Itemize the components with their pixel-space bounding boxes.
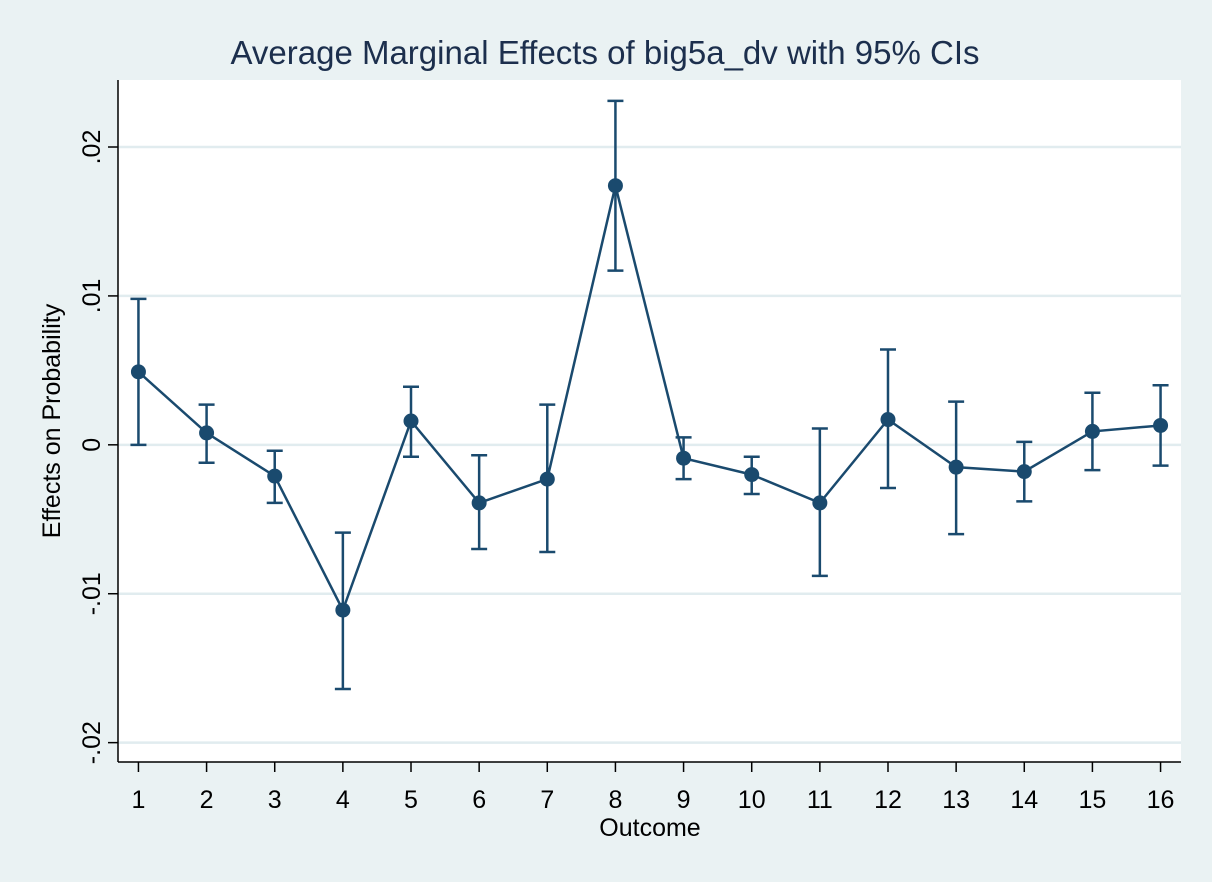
chart-title: Average Marginal Effects of big5a_dv wit… [230,34,979,71]
data-point [471,495,487,511]
x-tick-label: 9 [677,786,691,814]
x-tick-label: 13 [942,786,970,814]
x-tick-label: 16 [1147,786,1175,814]
x-axis-label: Outcome [599,814,700,842]
x-tick-label: 11 [807,786,833,814]
data-point [199,425,215,441]
data-point [1016,464,1032,480]
data-point [1153,417,1169,433]
data-point [267,468,283,484]
data-point [539,471,555,487]
y-tick-label: -.02 [78,721,106,764]
plot-area [118,80,1181,762]
x-tick-label: 3 [268,786,282,814]
y-tick-label: 0 [78,438,106,452]
data-point [676,450,692,466]
axes-layer: -.02-.010.01.021 2 3 4 5 6 7 8 9 10 11 12 13 14 15 16 [78,80,1181,814]
data-point [403,413,419,429]
data-point [1084,423,1100,439]
x-tick-label: 8 [608,786,622,814]
x-tick-label: 14 [1010,786,1038,814]
y-axis-label: Effects on Probability [38,303,66,538]
x-tick-label: 15 [1079,786,1107,814]
x-tick-label: 6 [472,786,486,814]
x-tick-label: 4 [336,786,350,814]
x-tick-label: 7 [540,786,554,814]
x-tick-label: 2 [200,786,214,814]
y-tick-label: -.01 [78,572,106,615]
y-tick-label: .01 [78,279,106,314]
data-point [335,602,351,618]
data-point [948,459,964,475]
x-tick-label: 12 [874,786,902,814]
data-point [130,364,146,380]
x-tick-label: 10 [738,786,766,814]
x-tick-label: 5 [404,786,418,814]
data-point [607,178,623,194]
series-layer [130,99,1169,691]
data-point [880,412,896,428]
data-point [812,495,828,511]
y-tick-label: .02 [78,130,106,165]
series-line [137,185,1161,614]
grid-layer [118,145,1181,744]
x-tick-label: 1 [131,786,145,814]
data-point [744,467,760,483]
